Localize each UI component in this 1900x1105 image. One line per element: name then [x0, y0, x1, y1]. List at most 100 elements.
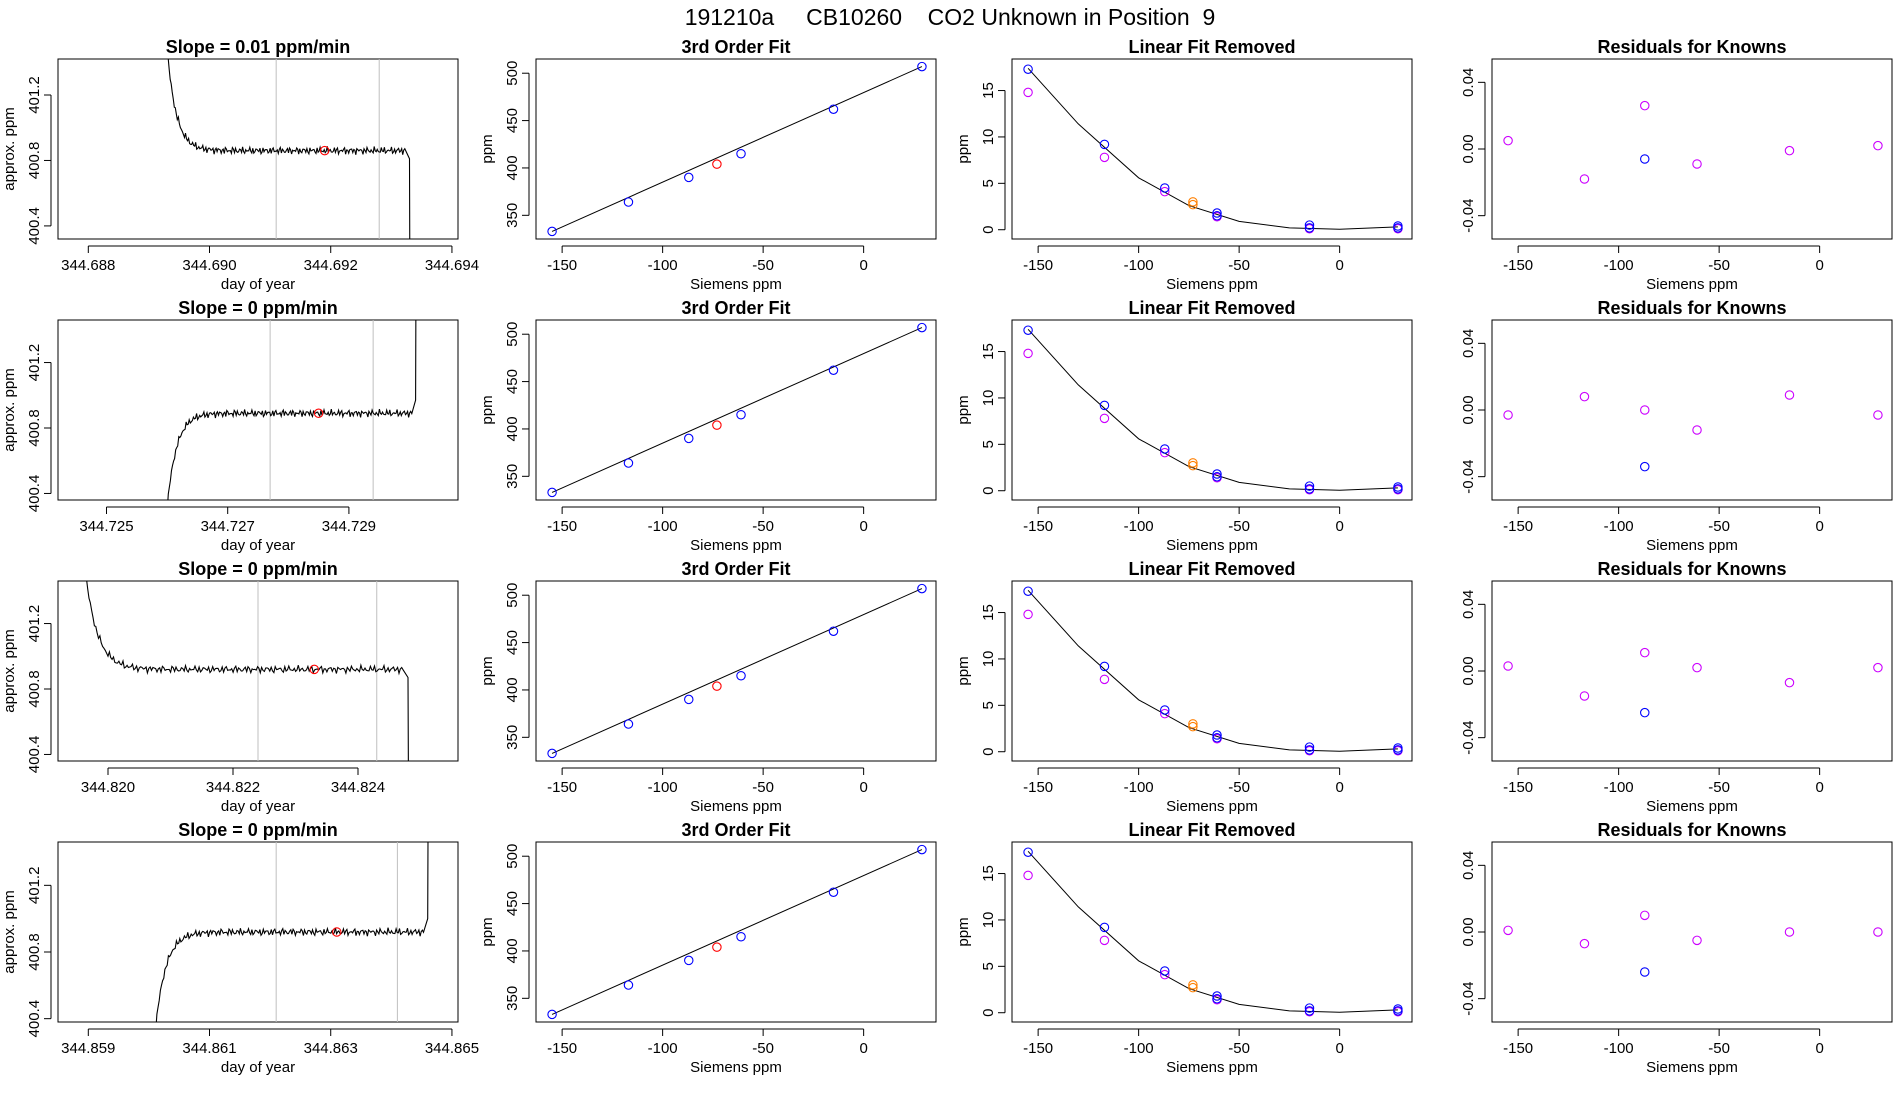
y-tick-label: 15 — [980, 343, 997, 360]
x-tick-label: -50 — [1708, 257, 1730, 274]
x-tick-label: -150 — [1023, 1040, 1053, 1057]
residual-point — [1579, 391, 1590, 402]
x-tick-label: -100 — [1604, 779, 1634, 796]
y-tick-label: 400.4 — [26, 207, 43, 245]
y-tick-label: 10 — [980, 651, 997, 668]
residual-point — [1784, 145, 1795, 156]
known-point — [1212, 730, 1222, 740]
y-tick-label: -0.04 — [1460, 721, 1477, 755]
unknown-point — [1188, 197, 1198, 207]
chart-r1-c3: Linear Fit Removed -150 -100 -50 0 Siemens pp… — [955, 37, 1413, 293]
y-tick-label: -0.04 — [1460, 982, 1477, 1016]
known-point — [1393, 484, 1403, 494]
x-tick-label: -150 — [1503, 779, 1533, 796]
residual-point — [1099, 152, 1110, 163]
chart-r2-c1: Slope = 0 ppm/min 344.725 344.727 344.729 da… — [1, 298, 459, 554]
x-axis-label: Siemens ppm — [1166, 798, 1258, 815]
chart-r3-c3: Linear Fit Removed -150 -100 -50 0 Siemens pp… — [955, 559, 1413, 815]
x-tick-label: 344.692 — [304, 257, 358, 274]
fit-line — [551, 849, 923, 1015]
x-tick-label: 344.688 — [61, 257, 115, 274]
plot-area — [547, 844, 927, 1020]
known-point — [917, 61, 927, 72]
x-tick-label: -100 — [648, 1040, 678, 1057]
known-point — [1212, 211, 1222, 221]
known-point — [1023, 64, 1033, 74]
y-axis-label: approx. ppm — [1, 629, 18, 712]
known-point — [1212, 994, 1222, 1004]
plot-frame — [1011, 319, 1413, 501]
x-tick-label: -150 — [1503, 1040, 1533, 1057]
y-tick-label: 0.04 — [1460, 329, 1477, 358]
known-point — [736, 931, 746, 942]
unknown-point — [1188, 460, 1198, 471]
y-tick-label: 401.2 — [26, 344, 43, 382]
y-tick-label: 450 — [504, 630, 521, 655]
fit-line — [551, 327, 923, 493]
known-point — [828, 887, 839, 897]
mean-point — [313, 408, 324, 419]
plot-area — [1503, 390, 1883, 472]
chart-r1-c1: Slope = 0.01 ppm/min 344.688 344.690 344.69… — [1, 37, 479, 293]
unknown-point — [1188, 721, 1198, 732]
known-point — [1099, 139, 1110, 150]
known-point — [1212, 469, 1222, 479]
plot-frame — [535, 319, 937, 501]
x-tick-label: 344.824 — [331, 779, 385, 796]
x-tick-label: -100 — [648, 257, 678, 274]
plot-area — [547, 583, 927, 759]
y-axis-label: ppm — [479, 656, 496, 685]
y-tick-label: 15 — [980, 865, 997, 882]
plot-area — [1023, 847, 1403, 1017]
chart-r1-c4: Residuals for Knowns -150 -100 -50 0 Siemens … — [1460, 37, 1893, 293]
residual-point — [1873, 927, 1883, 937]
residual-point — [1099, 674, 1110, 685]
plot-area — [1023, 586, 1403, 756]
x-axis-label: Siemens ppm — [1646, 1059, 1738, 1076]
x-tick-label: 0 — [1815, 257, 1823, 274]
known-point — [684, 172, 694, 183]
x-tick-label: 344.863 — [304, 1040, 358, 1057]
x-tick-label: -50 — [1228, 1040, 1250, 1057]
chart-title: 3rd Order Fit — [681, 559, 790, 579]
chart-r3-c1: Slope = 0 ppm/min 344.820 344.822 344.824 da… — [1, 559, 459, 815]
x-tick-label: 0 — [859, 779, 867, 796]
x-tick-label: -50 — [1228, 518, 1250, 535]
residual-point — [1692, 425, 1702, 435]
x-axis-label: day of year — [221, 276, 295, 293]
known-point — [623, 719, 634, 729]
y-tick-label: 400 — [504, 416, 521, 441]
plot-frame — [535, 58, 937, 240]
ppm-trace-line — [167, 320, 417, 500]
y-axis-label: ppm — [955, 917, 972, 946]
known-point — [1160, 705, 1170, 715]
x-axis-label: Siemens ppm — [1646, 537, 1738, 554]
plot-area — [86, 581, 409, 761]
chart-title: Residuals for Knowns — [1597, 37, 1786, 57]
known-point — [1212, 208, 1222, 218]
x-tick-label: -100 — [1604, 518, 1634, 535]
x-tick-label: -150 — [1023, 779, 1053, 796]
chart-title: Residuals for Knowns — [1597, 820, 1786, 840]
known-point — [1160, 444, 1170, 454]
known-point — [736, 148, 746, 159]
y-tick-label: 0.00 — [1460, 395, 1477, 424]
residual-point — [1023, 870, 1033, 881]
known-residual-point — [1640, 154, 1650, 164]
chart-r4-c1: Slope = 0 ppm/min 344.859 344.861 344.863 34… — [1, 820, 479, 1076]
y-axis-label: ppm — [955, 395, 972, 424]
plot-area — [167, 59, 411, 239]
chart-title: Linear Fit Removed — [1128, 820, 1295, 840]
x-tick-label: 344.859 — [61, 1040, 115, 1057]
y-tick-label: 400.8 — [26, 933, 43, 971]
chart-r2-c3: Linear Fit Removed -150 -100 -50 0 Siemens pp… — [955, 298, 1413, 554]
chart-title: Slope = 0 ppm/min — [178, 298, 338, 318]
x-tick-label: 0 — [1335, 257, 1343, 274]
y-tick-label: 450 — [504, 369, 521, 394]
known-point — [1212, 991, 1222, 1001]
known-point — [736, 409, 746, 420]
ppm-trace-line — [167, 59, 411, 239]
x-tick-label: -50 — [1228, 779, 1250, 796]
x-tick-label: 0 — [1335, 518, 1343, 535]
